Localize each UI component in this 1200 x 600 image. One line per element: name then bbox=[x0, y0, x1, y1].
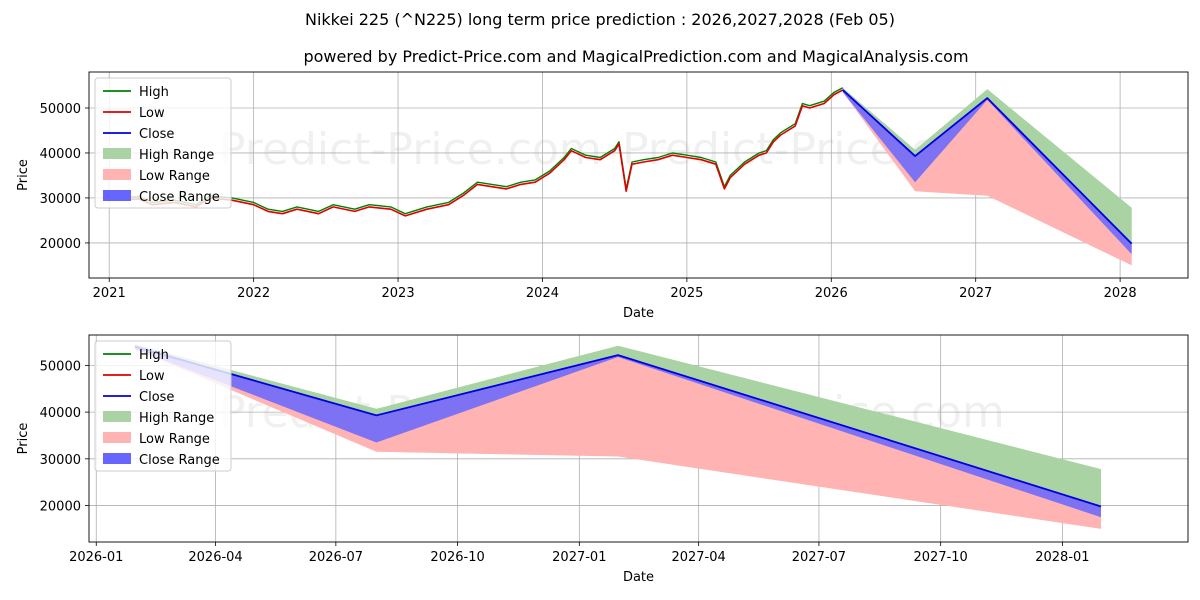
watermark: Predict-Price.com bbox=[219, 273, 602, 324]
chart-title: Nikkei 225 (^N225) long term price predi… bbox=[305, 10, 895, 29]
x-tick-label: 2026-07 bbox=[309, 550, 363, 565]
bottom-panel: Predict-Price.comPredict-Price.com2026-0… bbox=[16, 334, 1189, 585]
legend: High Low Close High Range Low Range Close Ran… bbox=[94, 77, 232, 209]
plot-area bbox=[134, 344, 1102, 529]
x-tick-label: 2021 bbox=[93, 286, 126, 301]
legend-label: Close Range bbox=[139, 190, 220, 205]
low-range-band bbox=[842, 90, 1132, 266]
legend-label: High Range bbox=[139, 411, 214, 426]
legend-label: High bbox=[139, 348, 169, 363]
legend-label: Low Range bbox=[139, 169, 210, 184]
legend-label: Close Range bbox=[139, 453, 220, 468]
y-tick-label: 20000 bbox=[40, 237, 81, 252]
high-range-band bbox=[842, 87, 1132, 244]
legend-label: High Range bbox=[139, 148, 214, 163]
y-axis-label: Price bbox=[16, 423, 31, 455]
forecast-close-line bbox=[134, 345, 1102, 508]
y-axis-label: Price bbox=[16, 159, 31, 191]
chart-subtitle: powered by Predict-Price.com and Magical… bbox=[303, 47, 968, 66]
x-axis-label: Date bbox=[623, 570, 654, 585]
axes-frame bbox=[88, 334, 1189, 543]
axes-frame bbox=[88, 71, 1189, 279]
y-tick-label: 50000 bbox=[40, 359, 81, 374]
x-axis-label: Date bbox=[623, 306, 654, 321]
watermark: Predict-Price.com bbox=[622, 273, 1005, 324]
legend-label: Close bbox=[139, 127, 174, 142]
legend-swatch bbox=[103, 432, 131, 443]
legend-label: Close bbox=[139, 390, 174, 405]
legend: High Low Close High Range Low Range Close Ran… bbox=[94, 340, 232, 472]
x-tick-label: 2025 bbox=[670, 286, 703, 301]
top-panel: Predict-Price.com Predict-Price.com Predic… bbox=[16, 71, 1189, 324]
legend-swatch bbox=[103, 190, 131, 201]
legend-label: Low bbox=[139, 369, 165, 384]
x-tick-label: 2026-10 bbox=[430, 550, 484, 565]
legend-label: High bbox=[139, 85, 169, 100]
legend-swatch bbox=[103, 148, 131, 159]
x-tick-label: 2026 bbox=[815, 286, 848, 301]
y-tick-label: 30000 bbox=[40, 453, 81, 468]
x-tick-label: 2022 bbox=[237, 286, 270, 301]
x-tick-label: 2023 bbox=[382, 286, 415, 301]
legend-swatch bbox=[103, 411, 131, 422]
x-tick-label: 2027 bbox=[959, 286, 992, 301]
plot-area bbox=[120, 87, 1133, 266]
x-tick-label: 2027-10 bbox=[914, 550, 968, 565]
x-tick-label: 2027-04 bbox=[671, 550, 725, 565]
watermarks: Predict-Price.com Predict-Price.com Predic… bbox=[219, 124, 1005, 324]
history-high-line bbox=[120, 87, 844, 215]
x-tick-label: 2027-01 bbox=[552, 550, 606, 565]
low-range-band bbox=[134, 346, 1101, 529]
x-tick-label: 2024 bbox=[526, 286, 559, 301]
legend-swatch bbox=[103, 453, 131, 464]
high-range-band bbox=[134, 344, 1101, 507]
y-tick-label: 30000 bbox=[40, 192, 81, 207]
y-tick-label: 40000 bbox=[40, 147, 81, 162]
x-tick-label: 2026-04 bbox=[188, 550, 242, 565]
legend-swatch bbox=[103, 169, 131, 180]
y-tick-label: 50000 bbox=[40, 102, 81, 117]
y-tick-label: 40000 bbox=[40, 406, 81, 421]
x-tick-label: 2028-01 bbox=[1035, 550, 1089, 565]
x-tick-label: 2027-07 bbox=[792, 550, 846, 565]
legend-label: Low Range bbox=[139, 432, 210, 447]
watermark: Predict-Price.com bbox=[219, 124, 602, 175]
x-tick-label: 2028 bbox=[1104, 286, 1137, 301]
forecast-close-line bbox=[842, 89, 1133, 245]
x-tick-label: 2026-01 bbox=[69, 550, 123, 565]
legend-label: Low bbox=[139, 106, 165, 121]
history-low-line bbox=[120, 89, 844, 217]
y-tick-label: 20000 bbox=[40, 500, 81, 515]
